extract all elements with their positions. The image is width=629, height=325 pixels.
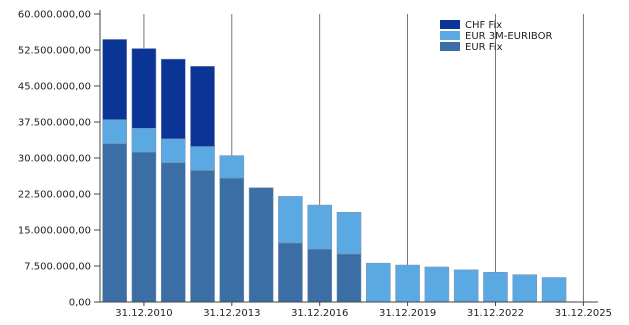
legend-swatch xyxy=(440,42,460,51)
x-tick-label: 31.12.2013 xyxy=(203,308,260,319)
bar-segment xyxy=(160,162,186,303)
bar-segment xyxy=(453,269,479,303)
bar-segment xyxy=(102,143,127,303)
x-tick-label: 31.12.2022 xyxy=(467,308,524,319)
bar-segment xyxy=(483,271,508,303)
y-tick-label: 45.000.000,00 xyxy=(18,82,91,93)
x-tick-labels: 31.12.2010 31.12.2013 31.12.2016 31.12.2019… xyxy=(115,308,612,319)
legend-swatch xyxy=(440,31,460,40)
legend-label: EUR Fix xyxy=(465,42,503,53)
y-tick-label: 0,00 xyxy=(69,298,91,309)
bar-segment xyxy=(131,151,157,303)
bar-segment xyxy=(248,187,274,303)
y-tick-label: 30.000.000,00 xyxy=(18,154,91,165)
y-tick-label: 15.000.000,00 xyxy=(18,226,91,237)
bar-segment xyxy=(219,155,245,179)
bar-segment xyxy=(102,39,127,120)
legend-label: CHF Fix xyxy=(465,20,502,31)
x-tick-label: 31.12.2016 xyxy=(291,308,348,319)
bars xyxy=(102,39,567,303)
y-tick-label: 22.500.000,00 xyxy=(18,190,91,201)
bar-segment xyxy=(190,66,215,147)
bar-segment xyxy=(307,248,332,303)
bar-segment xyxy=(366,262,391,303)
bar-segment xyxy=(336,211,362,255)
bar-segment xyxy=(160,138,186,164)
bar-segment xyxy=(395,264,420,303)
legend-label: EUR 3M-EURIBOR xyxy=(465,31,552,42)
x-tick-label: 31.12.2025 xyxy=(555,308,612,319)
bar-segment xyxy=(160,58,186,140)
bar-segment xyxy=(278,196,303,244)
y-tick-label: 60.000.000,00 xyxy=(18,10,91,21)
y-tick-label: 7.500.000,00 xyxy=(24,262,91,273)
bar-segment xyxy=(307,204,332,250)
bar-segment xyxy=(190,170,215,303)
bar-segment xyxy=(512,274,538,303)
bar-segment xyxy=(190,146,215,171)
bar-segment xyxy=(541,277,567,303)
bar-segment xyxy=(278,242,303,303)
bar-segment xyxy=(102,119,127,144)
y-tick-label: 37.500.000,00 xyxy=(18,118,91,129)
bar-segment xyxy=(131,127,157,153)
bar-segment xyxy=(219,177,245,303)
axes xyxy=(94,10,598,306)
bar-segment xyxy=(336,253,362,303)
x-tick-label: 31.12.2019 xyxy=(379,308,436,319)
y-tick-labels: 0,00 7.500.000,00 15.000.000,00 22.500.000,… xyxy=(18,10,91,309)
bar-segment xyxy=(131,48,157,129)
bar-segment xyxy=(424,266,450,303)
y-tick-label: 52.500.000,00 xyxy=(18,46,91,57)
x-tick-label: 31.12.2010 xyxy=(115,308,172,319)
legend-swatch xyxy=(440,20,460,29)
